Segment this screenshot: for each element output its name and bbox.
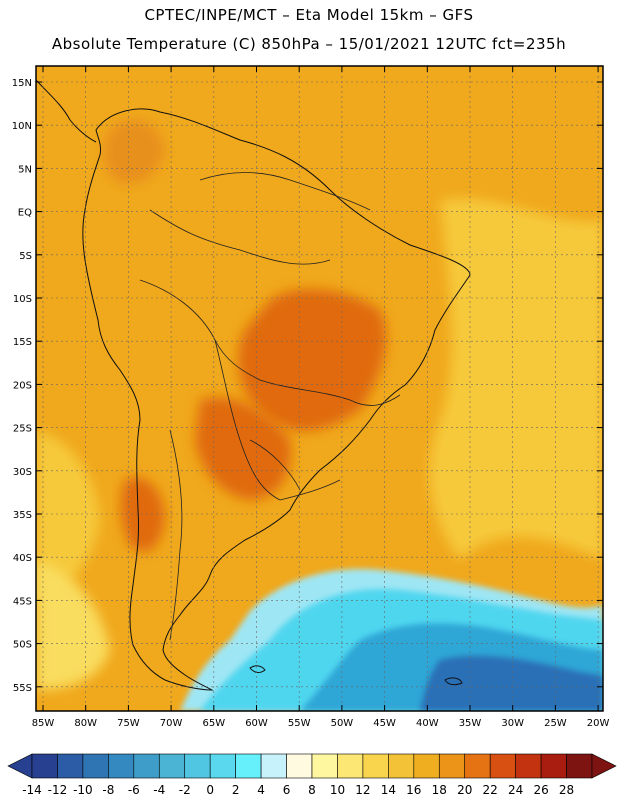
colorbar-swatch: [209, 753, 236, 779]
longitude-labels: 85W 80W 75W 70W 65W 60W 55W 50W 45W 40W 35W 30W 25W 2…: [32, 718, 610, 729]
colorbar-swatch: [489, 753, 516, 779]
lon-label: 45W: [373, 718, 396, 729]
lat-label: 45S: [13, 596, 32, 607]
colorbar-swatch: [362, 753, 389, 779]
lat-label: 40S: [13, 553, 32, 564]
coastlines: [36, 79, 471, 691]
lon-label: 40W: [416, 718, 439, 729]
colorbar-swatch: [108, 753, 135, 779]
lat-label: 10S: [13, 294, 32, 305]
temperature-field: [36, 66, 603, 711]
colorbar-label: 2: [232, 783, 240, 797]
colorbar-label: 14: [381, 783, 396, 797]
colorbar-swatch: [566, 753, 593, 779]
falklands-outline: [249, 665, 266, 673]
colorbar-swatch: [438, 753, 466, 779]
colorbar-left-arrow: [7, 753, 33, 779]
chart-title-line-1: CPTEC/INPE/MCT – Eta Model 15km – GFS: [144, 6, 474, 24]
lon-label: 55W: [288, 718, 311, 729]
colorbar: [7, 753, 617, 779]
lon-label: 30W: [501, 718, 524, 729]
lat-label: 35S: [13, 510, 32, 521]
colorbar-label: -8: [102, 783, 114, 797]
colorbar-swatch: [413, 753, 440, 779]
lon-label: 20W: [587, 718, 610, 729]
lon-label: 80W: [74, 718, 97, 729]
lat-label: 5N: [18, 164, 32, 175]
colorbar-label: 8: [308, 783, 316, 797]
lon-label: 50W: [331, 718, 354, 729]
latitude-labels: 15N 10N 5N EQ 5S 10S 15S 20S 25S 30S 35S 40S 45S 50S 5…: [12, 78, 32, 694]
chart-title-line-2: Absolute Temperature (C) 850hPa – 15/01/…: [51, 35, 567, 53]
lat-label: 55S: [13, 683, 32, 694]
latitude-ticks: [36, 81, 603, 688]
lat-label: 50S: [13, 640, 32, 651]
lat-label: 15N: [12, 78, 32, 89]
colorbar-label: -14: [22, 783, 42, 797]
lat-label: EQ: [18, 208, 32, 219]
colorbar-label: 6: [283, 783, 291, 797]
colorbar-swatch: [31, 753, 58, 779]
colorbar-label: 20: [457, 783, 472, 797]
colorbar-label: -10: [73, 783, 93, 797]
lon-label: 35W: [459, 718, 482, 729]
colorbar-swatch: [133, 753, 160, 779]
colorbar-label: 28: [559, 783, 574, 797]
lat-label: 25S: [13, 424, 32, 435]
south-america-coastline: [82, 108, 471, 691]
colorbar-label: 16: [406, 783, 421, 797]
lat-label: 15S: [13, 337, 32, 348]
colorbar-swatch: [235, 753, 262, 779]
colorbar-swatch: [311, 753, 338, 779]
atlantic-warm-zone: [429, 198, 603, 560]
lon-label: 25W: [544, 718, 567, 729]
colorbar-label: 24: [508, 783, 523, 797]
colorbar-label: 18: [432, 783, 447, 797]
colorbar-label: -6: [128, 783, 140, 797]
colorbar-swatch: [82, 753, 109, 779]
lon-label: 65W: [202, 718, 225, 729]
colorbar-right-arrow: [591, 753, 617, 779]
colorbar-swatch: [184, 753, 211, 779]
lat-label: 20S: [13, 380, 32, 391]
hot-zone-patagonia: [120, 477, 165, 552]
lon-label: 70W: [160, 718, 183, 729]
lat-label: 30S: [13, 467, 32, 478]
colorbar-swatch: [57, 753, 84, 779]
lat-label: 10N: [12, 121, 32, 132]
colorbar-swatch: [540, 753, 567, 779]
colorbar-labels: -14 -12 -10 -8 -6 -4 -2 0 2 4 6 8 10 12 14 16 18 20 22 24 26…: [22, 783, 574, 797]
south-georgia-outline: [444, 677, 463, 686]
lon-label: 75W: [117, 718, 140, 729]
colorbar-swatch: [337, 753, 364, 779]
lon-label: 60W: [245, 718, 268, 729]
colorbar-swatch: [388, 753, 415, 779]
coldest-zone: [420, 655, 603, 711]
colorbar-label: 4: [257, 783, 265, 797]
pacific-pale-zone: [36, 560, 110, 690]
colorbar-swatch: [515, 753, 542, 779]
central-america-coastline: [36, 79, 97, 143]
hot-zone-north: [103, 119, 165, 184]
colorbar-label: -12: [48, 783, 68, 797]
colorbar-label: 22: [483, 783, 498, 797]
colorbar-swatch: [158, 753, 186, 779]
longitude-ticks: [42, 66, 599, 711]
colorbar-swatch: [286, 753, 313, 779]
lat-label: 5S: [19, 251, 32, 262]
map-frame: [35, 65, 604, 712]
hot-zone-brazil: [238, 289, 387, 431]
colorbar-label: 12: [355, 783, 370, 797]
colorbar-label: -2: [179, 783, 191, 797]
colorbar-label: 26: [533, 783, 548, 797]
colorbar-label: 10: [330, 783, 345, 797]
colorbar-swatch: [464, 753, 491, 779]
colorbar-swatch: [260, 753, 287, 779]
colorbar-label: -4: [153, 783, 165, 797]
lon-label: 85W: [32, 718, 55, 729]
colorbar-label: 0: [206, 783, 214, 797]
